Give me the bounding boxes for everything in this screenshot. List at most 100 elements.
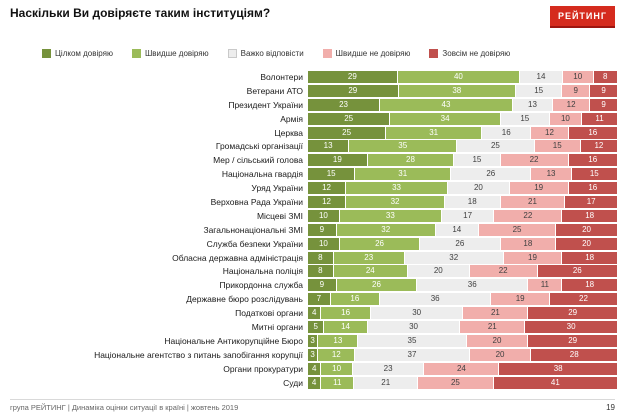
bar-segment-4: 12 [530,126,568,139]
bar-segment-3: 36 [379,293,491,306]
bar-segment-3: 30 [366,320,460,333]
category-label: Верховна Рада України [210,196,303,207]
category-label: Національне агентство з питань запобіган… [94,349,303,360]
stacked-bar: 4 11 21 25 41 [308,376,617,389]
bar-segment-2: 35 [348,140,457,153]
bar-segment-2: 33 [345,182,448,195]
bar-segment-4: 12 [552,98,590,111]
bar-segment-1: 15 [308,168,355,181]
legend-label: Цілком довіряю [55,49,113,58]
chart-row: Президент України 23 43 13 12 9 [8,98,617,112]
bar-segment-3: 18 [443,195,500,208]
stacked-bar: 25 31 16 12 16 [308,126,617,139]
bar-segment-1: 4 [308,307,321,320]
rating-logo: РЕЙТИНГ [549,6,615,28]
legend-label: Зовсім не довіряю [442,49,511,58]
category-label: Обласна державна адміністрація [172,252,303,263]
bar-segment-2: 10 [320,362,352,375]
bar-segment-2: 38 [397,84,516,97]
bar-segment-4: 19 [508,182,568,195]
category-label: Президент України [228,99,303,110]
stacked-bar: 3 13 35 20 29 [308,334,617,347]
category-label: Мер / сільський голова [213,155,303,166]
chart-row: Національна гвардія 15 31 26 13 15 [8,167,617,181]
bar-segment-3: 35 [357,334,466,347]
legend-item: Цілком довіряю [42,49,113,58]
bar-segment-4: 19 [490,293,549,306]
bar-segment-4: 25 [417,376,493,389]
chart-row: Церква 25 31 16 12 16 [8,126,617,140]
bar-segment-2: 33 [338,209,441,222]
bar-segment-4: 22 [493,209,562,222]
chart-row: Митні органи 5 14 30 21 30 [8,320,617,334]
bar-segment-1: 4 [308,376,321,389]
bar-segment-5: 38 [498,362,617,375]
stacked-bar: 25 34 15 10 11 [308,112,617,125]
category-label: Суди [283,377,303,388]
bar-segment-4: 13 [530,168,571,181]
bar-segment-1: 23 [308,98,380,111]
bar-segment-4: 19 [502,251,562,264]
legend-label: Швидше довіряю [144,49,209,58]
bar-segment-2: 24 [332,265,407,278]
chart-row: Служба безпеки України 10 26 26 18 20 [8,237,617,251]
bar-segment-5: 11 [581,112,617,125]
bar-segment-3: 15 [515,84,562,97]
bar-segment-5: 26 [536,265,617,278]
bar-segment-4: 18 [499,237,556,250]
category-label: Громадські організації [215,141,303,152]
category-label: Армія [280,113,303,124]
bar-segment-2: 26 [335,279,417,292]
bar-segment-1: 12 [308,195,346,208]
bar-segment-4: 9 [561,84,590,97]
category-label: Національна поліція [222,266,303,277]
chart-row: Обласна державна адміністрація 8 23 32 19 18 [8,251,617,265]
bar-segment-5: 28 [530,348,617,361]
category-label: Волонтери [260,71,303,82]
footer: група РЕЙТИНГ | Динаміка оцінки ситуації… [10,399,615,412]
chart-row: Верховна Рада України 12 32 18 21 17 [8,195,617,209]
chart-row: Національна поліція 8 24 20 22 26 [8,264,617,278]
bar-segment-2: 14 [323,320,367,333]
category-label: Державне бюро розслідувань [186,294,303,305]
bar-segment-2: 11 [320,376,354,389]
bar-segment-5: 18 [561,209,617,222]
bar-segment-2: 28 [366,154,454,167]
legend-item: Швидше не довіряю [322,49,410,58]
bar-segment-2: 32 [345,195,444,208]
stacked-bar: 15 31 26 13 15 [308,168,617,181]
legend-swatch [42,49,51,58]
stacked-bar: 4 10 23 24 38 [308,362,617,375]
chart-row: Національне Антикорупційне Бюро 3 13 35 20 29 [8,334,617,348]
stacked-bar: 8 23 32 19 18 [308,251,617,264]
bar-segment-1: 19 [308,154,367,167]
bar-segment-1: 4 [308,362,321,375]
bar-segment-4: 15 [533,140,580,153]
bar-segment-4: 10 [561,70,593,83]
chart-row: Державне бюро розслідувань 7 16 36 19 22 [8,292,617,306]
bar-segment-3: 30 [369,307,463,320]
bar-segment-5: 22 [549,293,617,306]
bar-segment-3: 36 [416,279,528,292]
chart-row: Громадські організації 13 35 25 15 12 [8,139,617,153]
bar-segment-2: 31 [354,168,451,181]
chart-row: Органи прокуратури 4 10 23 24 38 [8,362,617,376]
bar-segment-3: 15 [453,154,500,167]
bar-segment-4: 11 [527,279,562,292]
stacked-bar-chart: Волонтери 29 40 14 10 8 Ветерани АТО 29 38 15 9 9 Пр… [8,70,617,389]
bar-segment-4: 24 [423,362,499,375]
bar-segment-5: 12 [579,140,617,153]
category-label: Прикордонна служба [219,280,303,291]
bar-segment-2: 31 [385,126,482,139]
category-label: Церква [274,127,303,138]
bar-segment-3: 13 [511,98,553,111]
bar-segment-5: 16 [567,182,617,195]
bar-segment-2: 40 [396,70,520,83]
bar-segment-1: 7 [308,293,330,306]
chart-row: Загальнонаціональні ЗМІ 9 32 14 25 20 [8,223,617,237]
stacked-bar: 8 24 20 22 26 [308,265,617,278]
bar-segment-5: 29 [527,334,617,347]
stacked-bar: 3 12 37 20 28 [308,348,617,361]
bar-segment-3: 26 [419,237,500,250]
